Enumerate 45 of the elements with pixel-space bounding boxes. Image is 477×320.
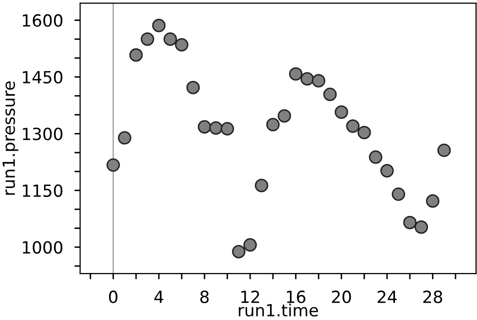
point	[289, 67, 302, 81]
point	[392, 187, 406, 201]
point	[129, 48, 143, 62]
x-tick-label: 20	[332, 290, 351, 304]
point	[220, 122, 234, 136]
x-tick-label: 12	[241, 290, 260, 303]
x-tick-label: 24	[378, 290, 397, 303]
point	[300, 72, 314, 86]
point	[358, 126, 371, 140]
point	[266, 118, 280, 132]
point	[346, 119, 360, 133]
point	[278, 109, 292, 123]
point	[312, 74, 326, 88]
point	[334, 105, 348, 119]
point	[368, 150, 382, 164]
point	[426, 194, 440, 208]
x-tick-label: 4	[154, 290, 164, 303]
point	[106, 158, 120, 172]
x-tick-label: 8	[200, 290, 209, 304]
point	[140, 32, 154, 46]
y-tick-label: 1600	[22, 14, 62, 27]
y-tick-label: 1150	[22, 184, 62, 197]
point	[164, 32, 177, 46]
point	[403, 216, 417, 230]
point	[243, 238, 257, 252]
point	[186, 80, 200, 94]
y-tick-label: 1300	[22, 128, 62, 140]
point	[437, 144, 451, 158]
x-tick-label: 0	[109, 290, 118, 304]
y-tick-label: 1450	[22, 70, 62, 84]
point	[152, 18, 166, 32]
point	[232, 244, 246, 258]
point	[174, 38, 188, 52]
point	[209, 121, 223, 135]
point	[323, 88, 337, 102]
x-axis-title: run1.time	[238, 304, 318, 317]
point	[198, 120, 212, 134]
point	[254, 178, 268, 192]
y-axis-title: run1.pressure	[2, 81, 18, 195]
x-tick-label: 28	[423, 290, 442, 304]
y-tick-label: 1000	[22, 241, 62, 254]
point	[380, 164, 394, 178]
x-tick-label: 16	[287, 290, 306, 304]
point	[414, 220, 428, 234]
point	[118, 131, 132, 145]
